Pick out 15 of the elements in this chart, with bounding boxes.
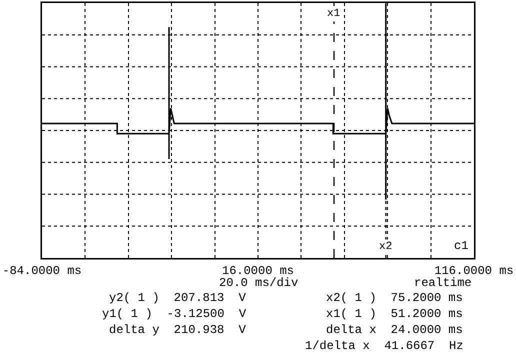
text: y2( 1 ) 207.813 V: [109, 291, 247, 305]
annotation: c1: [454, 239, 468, 253]
ref-line-label: x2: [379, 241, 392, 253]
text: y1( 1 ) -3.12500 V: [102, 307, 247, 321]
text: realtime: [414, 276, 472, 290]
text: delta x 24.0000 ms: [326, 323, 463, 337]
x-tick-label: -84.0000 ms: [2, 264, 82, 278]
x-tick-label: 116.0000 ms: [434, 264, 514, 278]
text: delta y 210.938 V: [109, 323, 247, 337]
text: x1( 1 ) 51.2000 ms: [326, 307, 463, 321]
text: 20.0 ms/div: [219, 276, 298, 290]
ref-line-label: x1: [327, 8, 341, 20]
x-tick-label: 16.0000 ms: [222, 264, 294, 278]
text: 1/delta x 41.6667 Hz: [305, 339, 464, 353]
text: x2( 1 ) 75.2000 ms: [326, 291, 463, 305]
